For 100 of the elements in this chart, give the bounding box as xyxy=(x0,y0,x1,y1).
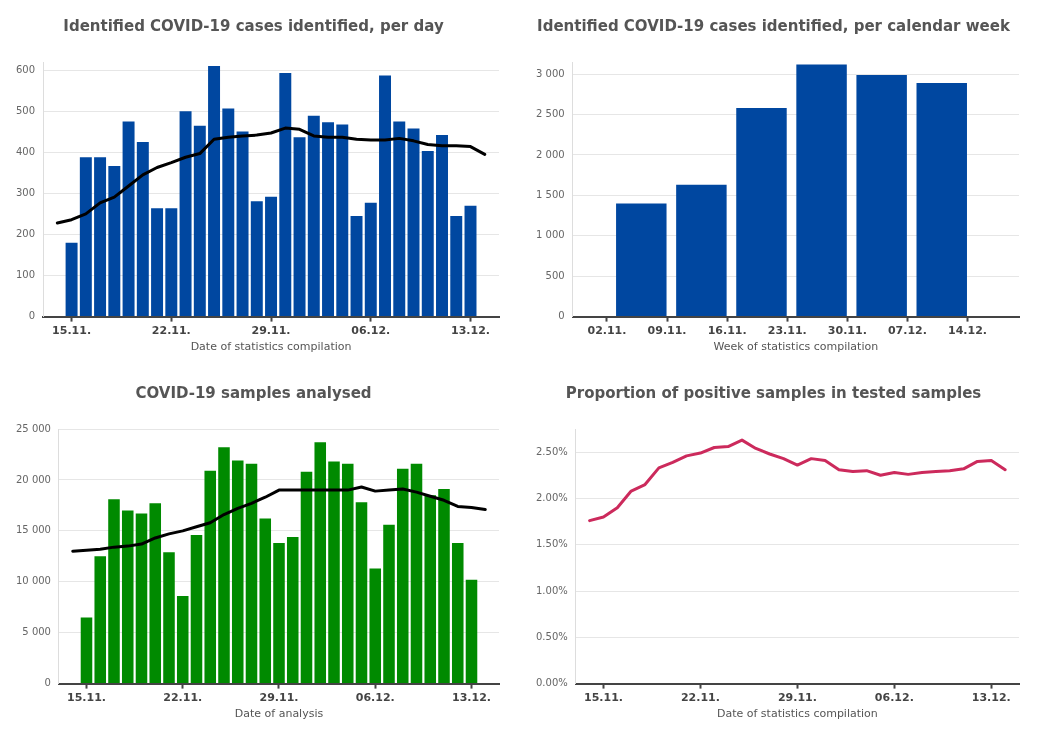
bar xyxy=(179,111,192,317)
bar xyxy=(190,534,203,684)
bar xyxy=(616,203,667,317)
bar xyxy=(108,165,121,317)
bar xyxy=(122,121,135,317)
x-tick-label: 22.11. xyxy=(163,691,203,705)
y-tick-label: 1.00% xyxy=(535,584,568,596)
y-tick-label: 2 000 xyxy=(535,148,565,160)
x-tick-label: 13.12. xyxy=(971,691,1011,705)
y-tick-label: 25 000 xyxy=(15,422,51,434)
x-axis-title: Date of statistics compilation xyxy=(716,707,878,721)
y-tick-label: 500 xyxy=(15,104,36,116)
x-tick-label: 07.12. xyxy=(887,324,927,338)
x-tick-label: 29.11. xyxy=(251,324,291,338)
x-axis-title: Date of analysis xyxy=(234,707,324,721)
bar xyxy=(856,74,907,317)
x-tick-label: 15.11. xyxy=(67,691,106,705)
x-tick-label: 16.11. xyxy=(707,324,747,338)
y-tick-label: 600 xyxy=(15,63,36,75)
bar xyxy=(676,184,727,317)
y-tick-label: 1 500 xyxy=(535,188,565,200)
bar xyxy=(94,556,107,684)
bar xyxy=(193,125,206,317)
x-tick-label: 06.12. xyxy=(351,324,391,338)
bar xyxy=(396,468,409,684)
bar xyxy=(916,83,967,317)
bar xyxy=(265,196,278,317)
bar xyxy=(364,202,377,317)
bar xyxy=(438,489,450,684)
y-tick-label: 5 000 xyxy=(22,626,51,638)
bar xyxy=(307,115,320,317)
bar xyxy=(464,205,477,317)
bar xyxy=(94,157,107,317)
x-tick-label: 09.11. xyxy=(647,324,687,338)
bar xyxy=(436,135,448,317)
bar xyxy=(465,579,478,684)
y-tick-label: 10 000 xyxy=(15,575,51,587)
bar xyxy=(410,463,423,684)
y-tick-label: 0 xyxy=(558,310,565,322)
y-tick-label: 100 xyxy=(15,269,36,281)
bar xyxy=(314,442,327,684)
x-tick-label: 02.11. xyxy=(587,324,627,338)
x-tick-label: 13.12. xyxy=(452,691,491,705)
x-tick-label: 15.11. xyxy=(583,691,623,705)
bar xyxy=(204,470,217,684)
bar xyxy=(245,463,258,684)
chart-title: Identified COVID-19 cases identified, per calendar week xyxy=(537,16,1011,35)
x-tick-label: 23.11. xyxy=(767,324,807,338)
bar xyxy=(369,568,382,684)
bar xyxy=(65,242,78,317)
y-tick-label: 2 500 xyxy=(535,108,565,120)
bar xyxy=(300,471,313,684)
bar xyxy=(341,463,354,684)
x-tick-label: 22.11. xyxy=(680,691,720,705)
bar xyxy=(293,137,306,317)
x-tick-label: 22.11. xyxy=(151,324,191,338)
y-tick-label: 0 xyxy=(28,310,36,322)
bar xyxy=(108,499,120,684)
bar xyxy=(222,108,235,317)
bar xyxy=(383,524,395,684)
bar xyxy=(231,460,244,684)
y-tick-label: 0.00% xyxy=(535,677,568,689)
bar xyxy=(736,108,787,317)
bar xyxy=(424,495,437,684)
y-tick-label: 1.50% xyxy=(535,538,568,550)
bar xyxy=(796,64,847,317)
bar xyxy=(450,215,463,317)
bar xyxy=(379,75,392,317)
bar xyxy=(350,215,363,317)
x-tick-label: 29.11. xyxy=(259,691,299,705)
y-tick-label: 2.50% xyxy=(535,445,568,457)
bar xyxy=(336,124,349,317)
bar xyxy=(328,461,340,684)
y-tick-label: 500 xyxy=(545,269,565,281)
x-tick-label: 15.11. xyxy=(52,324,92,338)
bar xyxy=(80,617,93,684)
y-tick-label: 3 000 xyxy=(535,67,565,79)
bar xyxy=(218,447,230,684)
x-tick-label: 30.11. xyxy=(827,324,867,338)
bar xyxy=(135,513,148,684)
bar xyxy=(176,596,189,684)
bar xyxy=(121,510,134,684)
y-tick-label: 0.50% xyxy=(535,630,568,642)
bar xyxy=(279,73,292,317)
x-axis-title: Week of statistics compilation xyxy=(713,340,879,354)
bar xyxy=(163,552,175,684)
bar xyxy=(236,131,249,317)
bar xyxy=(151,208,164,317)
y-tick-label: 0 xyxy=(44,677,51,689)
x-tick-label: 13.12. xyxy=(451,324,490,338)
y-tick-label: 1 000 xyxy=(535,229,565,241)
x-tick-label: 06.12. xyxy=(355,691,395,705)
y-tick-label: 200 xyxy=(15,228,36,240)
bar xyxy=(322,122,335,317)
bar xyxy=(407,128,420,317)
bar xyxy=(286,536,299,684)
bar xyxy=(149,503,162,684)
y-tick-label: 400 xyxy=(15,145,36,157)
bar xyxy=(250,201,263,317)
x-tick-label: 06.12. xyxy=(874,691,914,705)
